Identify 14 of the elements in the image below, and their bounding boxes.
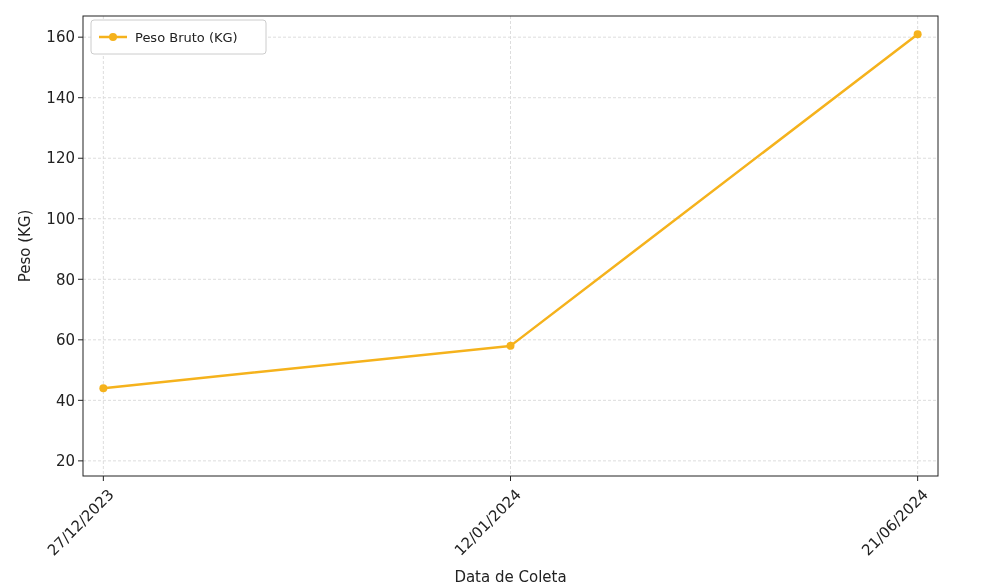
y-axis-title: Peso (KG) <box>16 209 34 283</box>
point <box>99 384 108 393</box>
y-tick-label: 20 <box>55 452 75 471</box>
y-tick-label: 60 <box>55 331 75 350</box>
y-tick-label: 120 <box>46 149 75 168</box>
y-tick-label: 100 <box>46 210 75 229</box>
point <box>913 30 922 39</box>
legend-label: Peso Bruto (KG) <box>135 29 238 45</box>
x-axis-title: Data de Coleta <box>454 568 567 586</box>
y-tick-label: 40 <box>55 391 75 410</box>
y-tick-label: 140 <box>46 88 75 107</box>
y-tick-label: 80 <box>55 270 75 289</box>
y-tick-label: 160 <box>46 28 75 47</box>
point <box>506 341 515 350</box>
